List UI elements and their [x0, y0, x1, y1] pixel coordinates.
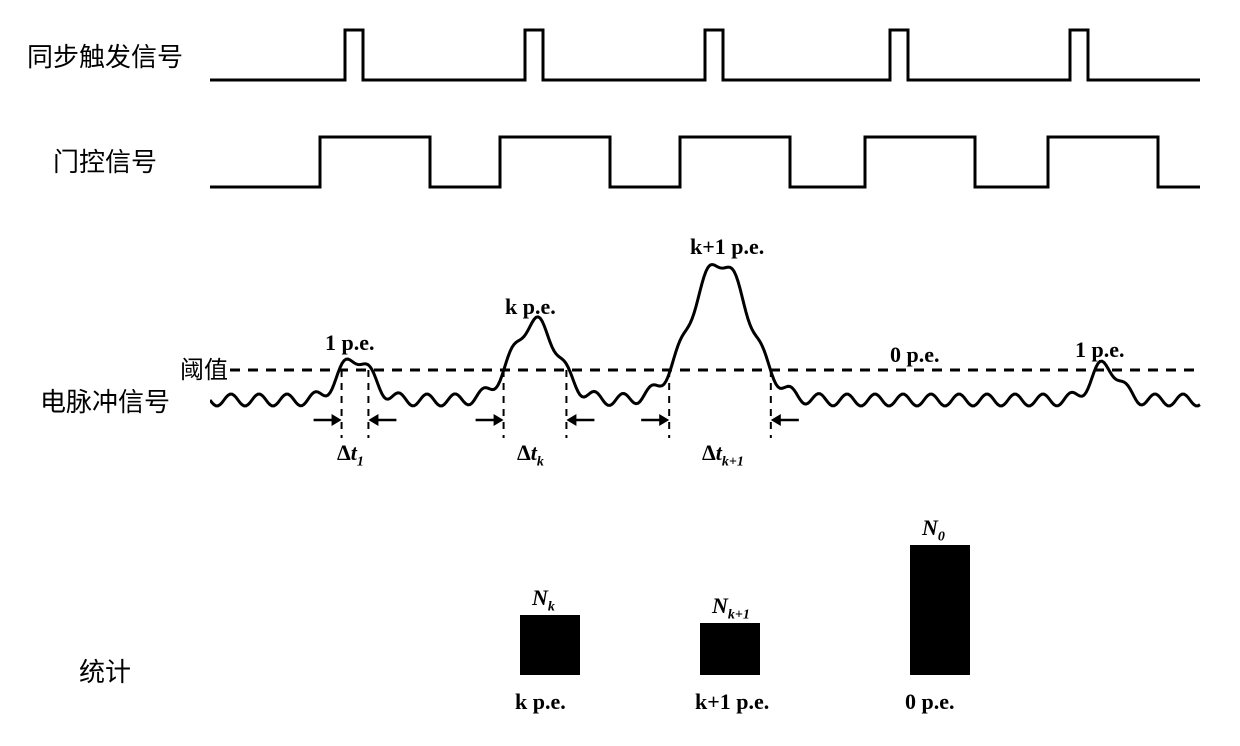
row-sync-trigger: 同步触发信号 — [0, 10, 1240, 100]
stats-top-label: Nk+1 — [712, 593, 750, 623]
stats-top-label: N0 — [922, 515, 945, 545]
stats-bottom-label: k+1 p.e. — [695, 689, 769, 715]
stats-bar — [520, 615, 580, 675]
dt-label: Δtk+1 — [702, 440, 744, 470]
label-pulse: 电脉冲信号 — [0, 282, 210, 419]
peak-label: 1 p.e. — [325, 330, 375, 356]
dt-label: Δtk — [517, 440, 544, 470]
stats-bar — [700, 623, 760, 675]
signal-sync-trigger — [210, 10, 1240, 100]
stats-bar — [910, 545, 970, 675]
row-gate: 门控信号 — [0, 115, 1240, 205]
peak-label: k p.e. — [505, 294, 556, 320]
dt-label: Δt1 — [337, 440, 364, 470]
stats-area: Nk k p.e. Nk+1 k+1 p.e. N0 0 p.e. — [210, 510, 1240, 720]
peak-label: 1 p.e. — [1075, 337, 1125, 363]
row-pulse: 电脉冲信号 阈值 1 p.e. k p.e. k+1 p.e. 1 p.e. 0 p.e… — [0, 225, 1240, 475]
label-gate: 门控信号 — [0, 142, 210, 179]
row-stats: 统计 Nk k p.e. Nk+1 k+1 p.e. N0 0 p.e. — [0, 510, 1240, 720]
threshold-label: 阈值 — [180, 350, 228, 385]
stats-bottom-label: k p.e. — [515, 689, 566, 715]
stats-bottom-label: 0 p.e. — [905, 689, 955, 715]
zero-pe-label: 0 p.e. — [890, 342, 940, 368]
label-stats: 统计 — [0, 542, 210, 689]
signal-pulse: 阈值 1 p.e.k p.e.k+1 p.e.1 p.e.0 p.e. Δt1Δ… — [210, 225, 1240, 475]
signal-gate — [210, 115, 1240, 205]
label-sync-trigger: 同步触发信号 — [0, 37, 210, 74]
stats-top-label: Nk — [532, 585, 555, 615]
peak-label: k+1 p.e. — [690, 234, 764, 260]
